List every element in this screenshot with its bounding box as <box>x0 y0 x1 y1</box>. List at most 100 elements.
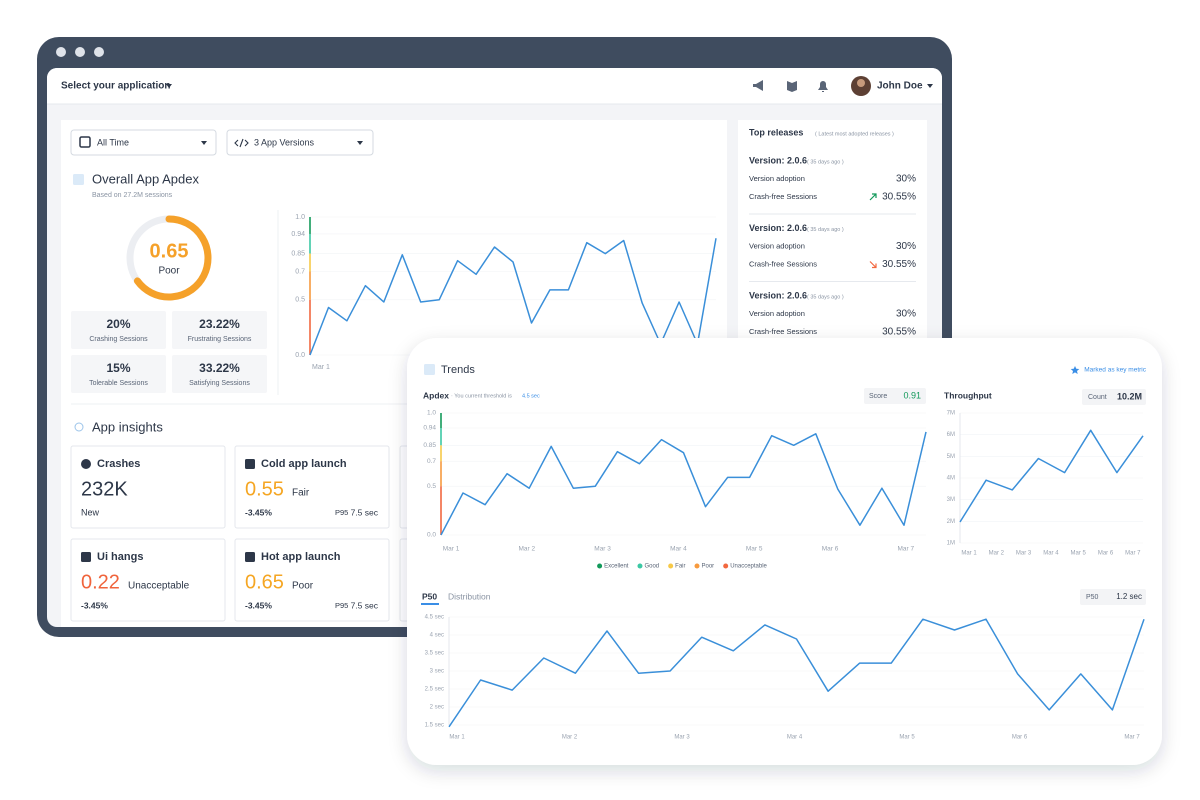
insight-change: -3.45% <box>81 600 108 610</box>
y-tick-label: 7M <box>947 411 955 417</box>
panel-icon <box>73 174 84 185</box>
stat-label: Tolerable Sessions <box>89 380 148 387</box>
window-dot <box>94 47 104 57</box>
gauge-arc <box>133 215 212 301</box>
x-tick-label: Mar 6 <box>1012 735 1028 741</box>
stat-value: 15% <box>106 361 130 375</box>
release-age: ( 35 days ago ) <box>807 294 844 300</box>
adoption-label: Version adoption <box>749 309 805 318</box>
insight-title: Crashes <box>97 458 140 470</box>
adoption-label: Version adoption <box>749 174 805 183</box>
tab[interactable]: Distribution <box>448 591 491 601</box>
legend-marker <box>694 563 700 569</box>
insight-change: -3.45% <box>245 600 272 610</box>
avatar-face <box>857 79 865 87</box>
throughput-title: Throughput <box>944 390 992 400</box>
score-label: Score <box>869 393 887 400</box>
y-tick-label: 3.5 sec <box>425 651 444 657</box>
stat-value: 20% <box>106 317 130 331</box>
announcement-icon[interactable] <box>753 80 763 91</box>
crash-free-value: 30.55% <box>882 259 916 270</box>
adoption-value: 30% <box>896 174 916 185</box>
top-releases-title: Top releases <box>749 127 803 137</box>
trends-card: Trends Marked as key metric Apdex · You … <box>407 338 1162 765</box>
y-tick-label: 4.5 sec <box>425 615 444 621</box>
x-tick-label: Mar 5 <box>1071 551 1087 557</box>
x-tick-label: Mar 3 <box>674 735 690 741</box>
period-label[interactable]: All Time <box>97 137 129 147</box>
insight-icon <box>245 552 255 562</box>
insight-card <box>234 445 390 529</box>
release-version: Version: 2.0.6 <box>749 155 807 165</box>
legend-marker <box>668 563 674 569</box>
trend-down-icon <box>869 261 877 269</box>
y-tick-label: 5M <box>947 454 955 460</box>
period-dropdown[interactable] <box>70 129 217 156</box>
y-tick-label: 4 sec <box>430 633 444 639</box>
p50-label: P50 <box>1086 594 1099 601</box>
y-tick-label: 0.94 <box>423 425 436 432</box>
tab-active[interactable]: P50 <box>422 591 437 601</box>
stat-box <box>71 311 166 349</box>
series-line <box>309 238 717 356</box>
insight-icon <box>81 459 91 469</box>
adoption-value: 30% <box>896 309 916 320</box>
stat-value: 33.22% <box>199 361 240 375</box>
insight-caption: New <box>81 507 100 517</box>
x-tick-label: Mar 2 <box>518 546 535 553</box>
docs-icon[interactable] <box>787 81 797 92</box>
y-tick-label: 6M <box>947 432 955 438</box>
insight-rating: Fair <box>292 488 310 499</box>
trends-card-background <box>407 338 1162 765</box>
release-version: Version: 2.0.6 <box>749 223 807 233</box>
legend-label: Excellent <box>604 564 629 570</box>
y-tick-label: 0.94 <box>291 231 305 238</box>
panel-icon <box>424 364 435 375</box>
insight-score: 0.65 <box>245 571 284 593</box>
x-tick-label: Mar 1 <box>961 551 977 557</box>
legend-marker <box>723 563 729 569</box>
x-tick-label: Mar 5 <box>746 546 763 553</box>
y-tick-label: 1.5 sec <box>425 723 444 729</box>
insight-score: 0.22 <box>81 571 120 593</box>
apdex-title: Overall App Apdex <box>92 171 199 186</box>
series-line <box>440 431 927 536</box>
y-tick-label: 0.0 <box>295 352 305 359</box>
stat-label: Frustrating Sessions <box>188 336 252 343</box>
app-selector[interactable]: Select your application <box>61 81 170 92</box>
crash-free-value: 30.55% <box>882 327 916 338</box>
top-bar <box>47 68 942 104</box>
user-name[interactable]: John Doe <box>877 81 923 92</box>
x-tick-label: Mar 7 <box>1125 551 1141 557</box>
stat-box <box>71 355 166 393</box>
y-tick-label: 1M <box>947 541 955 547</box>
notification-icon[interactable] <box>818 81 828 92</box>
x-tick-label: Mar 1 <box>449 735 465 741</box>
insight-change: -3.45% <box>245 507 272 517</box>
x-tick-label: Mar 1 <box>443 546 460 553</box>
crash-free-label: Crash-free Sessions <box>749 192 817 201</box>
caret[interactable] <box>201 141 207 145</box>
caret[interactable] <box>927 84 933 88</box>
versions-label[interactable]: 3 App Versions <box>254 137 315 147</box>
x-tick-label: Mar 1 <box>312 364 330 371</box>
insight-card <box>70 445 226 529</box>
key-metric-label[interactable]: Marked as key metric <box>1084 367 1147 374</box>
caret[interactable] <box>357 141 363 145</box>
insight-value: 232K <box>81 478 128 500</box>
insights-title: App insights <box>92 419 163 434</box>
x-tick-label: Mar 4 <box>787 735 803 741</box>
legend-label: Poor <box>702 564 715 570</box>
y-tick-label: 3M <box>947 497 955 503</box>
y-tick-label: 1.0 <box>295 214 305 221</box>
insight-title: Ui hangs <box>97 551 143 563</box>
adoption-label: Version adoption <box>749 241 805 250</box>
stat-label: Crashing Sessions <box>89 336 148 343</box>
gauge-rating: Poor <box>158 266 180 277</box>
star-icon[interactable] <box>1070 366 1080 374</box>
series-line <box>448 618 1145 728</box>
y-tick-label: 0.7 <box>295 268 305 275</box>
versions-dropdown[interactable] <box>226 129 374 156</box>
caret[interactable] <box>166 84 172 88</box>
threshold-text: · You current threshold is <box>451 393 512 399</box>
